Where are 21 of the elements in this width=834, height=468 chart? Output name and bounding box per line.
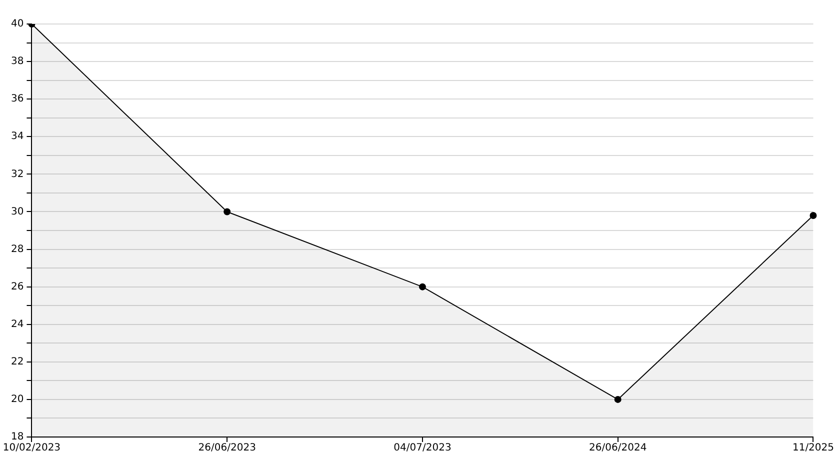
x-tick-label: 04/07/2023	[394, 442, 452, 454]
y-tick-label: 34	[10, 131, 24, 142]
y-tick-label: 30	[10, 206, 24, 218]
y-tick-label: 40	[10, 18, 24, 30]
x-tick-label: 11/2025	[792, 442, 834, 454]
y-tick-label: 38	[10, 56, 24, 68]
x-tick-label: 26/06/2024	[589, 442, 647, 454]
point	[810, 212, 817, 219]
y-tick-label: 18	[10, 432, 24, 443]
y-tick-label: 26	[10, 281, 24, 292]
y-tick-label: 36	[10, 94, 24, 105]
y-tick-label: 22	[10, 356, 24, 368]
point	[418, 283, 426, 290]
y-tick-label: 20	[10, 394, 24, 406]
y-tick-label: 24	[10, 318, 24, 330]
x-tick-label: 26/06/2023	[198, 442, 256, 454]
y-tick-label: 32	[10, 168, 24, 180]
x-tick-label: 10/02/2023	[2, 442, 61, 454]
y-tick-label: 28	[10, 244, 24, 255]
point	[614, 396, 622, 403]
point	[224, 208, 231, 216]
